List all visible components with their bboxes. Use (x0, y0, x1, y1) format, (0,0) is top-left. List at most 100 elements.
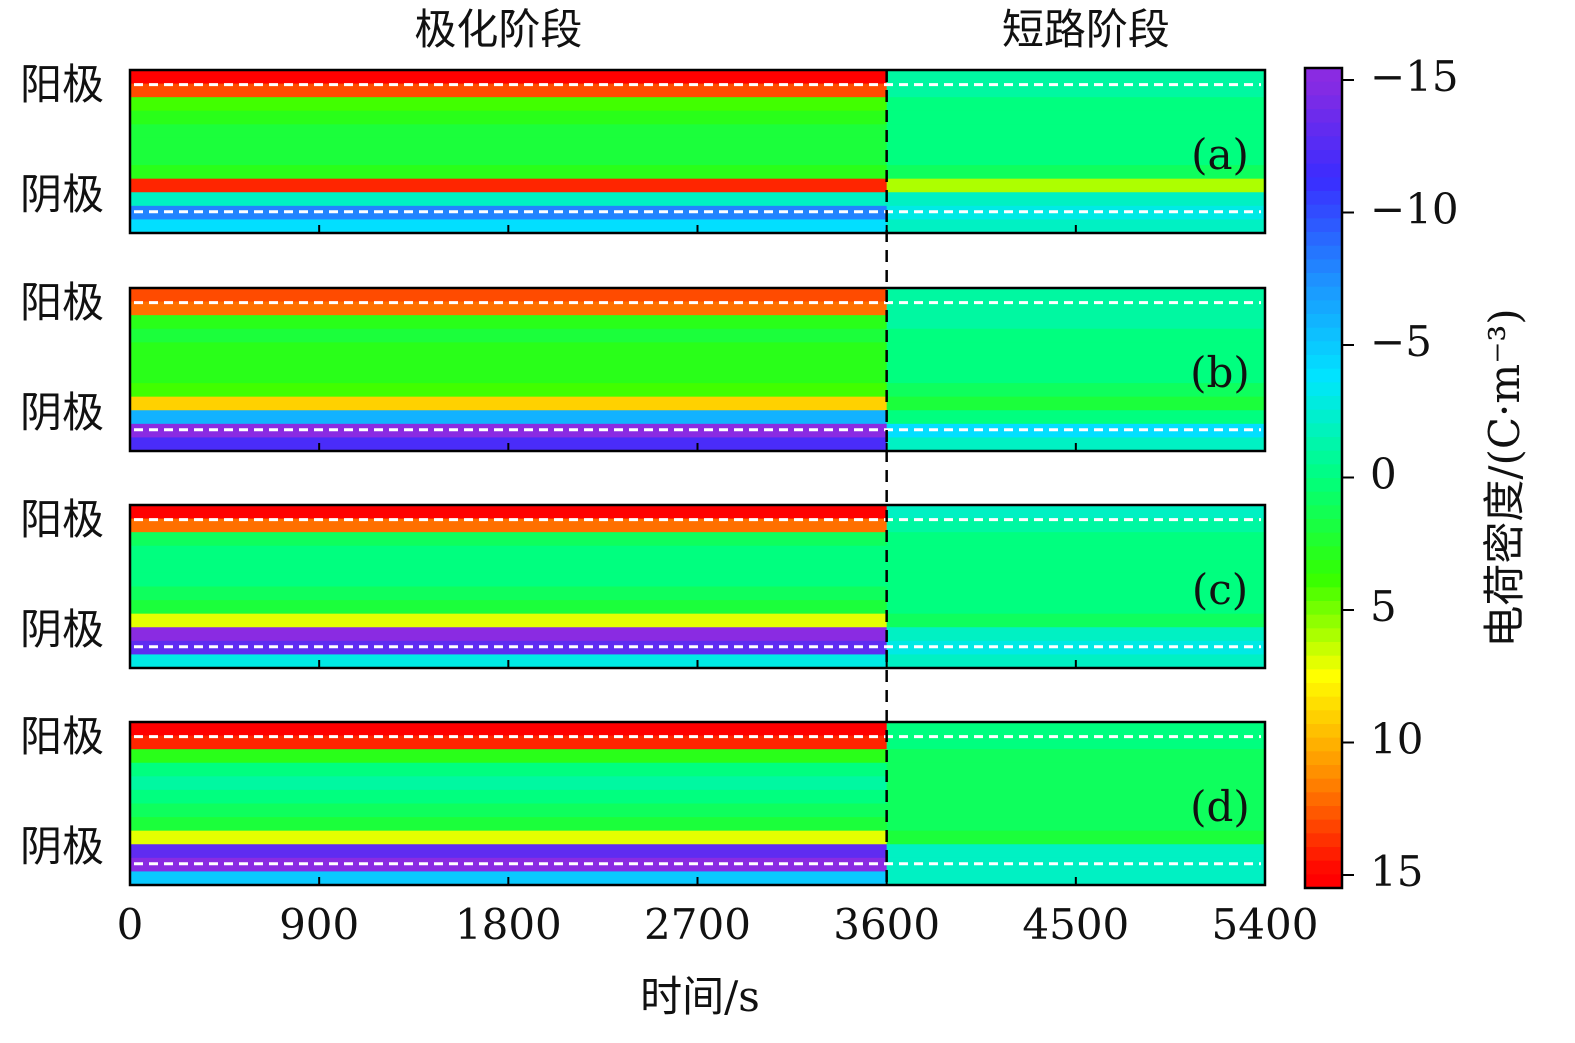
heatmap-cell (130, 627, 888, 642)
heatmap-cell (886, 110, 1266, 125)
heatmap-cell (130, 423, 888, 438)
colorbar-swatch (1305, 765, 1342, 780)
y-label: 阴极 (20, 605, 104, 654)
colorbar-swatch (1305, 300, 1342, 315)
colorbar-swatch (1305, 464, 1342, 479)
heatmap-cell (886, 600, 1266, 615)
heatmap-cell (886, 383, 1266, 398)
heatmap-cell (886, 165, 1266, 180)
x-tick-label: 4500 (1022, 900, 1129, 949)
colorbar-tick-label: 15 (1370, 847, 1423, 896)
heatmap-cell (886, 722, 1266, 737)
colorbar-swatch (1305, 683, 1342, 698)
colorbar-swatch (1305, 232, 1342, 247)
colorbar-swatch (1305, 450, 1342, 465)
heatmap-cell (130, 165, 888, 180)
heatmap-cell (130, 410, 888, 425)
panel-label: (c) (1192, 565, 1248, 614)
colorbar-swatch (1305, 136, 1342, 151)
heatmap-cell (130, 70, 888, 85)
heatmap-cell (130, 803, 888, 818)
heatmap-cell (130, 722, 888, 737)
heatmap-cell (886, 328, 1266, 343)
colorbar-swatch (1305, 368, 1342, 383)
heatmap-cell (886, 369, 1266, 384)
phase-label: 短路阶段 (1002, 5, 1170, 54)
colorbar-swatch (1305, 273, 1342, 288)
colorbar-swatch (1305, 491, 1342, 506)
heatmap-cell (886, 97, 1266, 112)
y-label: 阳极 (20, 278, 104, 327)
colorbar-swatch (1305, 819, 1342, 834)
heatmap-cell (130, 124, 888, 139)
heatmap-cell (130, 505, 888, 520)
heatmap-cell (130, 355, 888, 370)
colorbar-swatch (1305, 109, 1342, 124)
y-label: 阳极 (20, 712, 104, 761)
colorbar-swatch (1305, 177, 1342, 192)
colorbar-swatch (1305, 806, 1342, 821)
heatmap-cell (130, 545, 888, 560)
x-axis-label: 时间/s (640, 972, 760, 1021)
y-label: 阴极 (20, 822, 104, 871)
heatmap-cell (886, 586, 1266, 601)
heatmap-cell (130, 789, 888, 804)
heatmap-cell (130, 137, 888, 152)
heatmap-cell (886, 505, 1266, 520)
colorbar-swatch (1305, 833, 1342, 848)
heatmap-cell (886, 817, 1266, 832)
colorbar-swatch (1305, 204, 1342, 219)
colorbar-swatch (1305, 874, 1342, 889)
y-label: 阴极 (20, 388, 104, 437)
heatmap-cell (886, 640, 1266, 655)
colorbar-swatch (1305, 122, 1342, 137)
colorbar-swatch (1305, 546, 1342, 561)
heatmap-cell (130, 192, 888, 207)
colorbar-swatch (1305, 218, 1342, 233)
heatmap-cell (886, 301, 1266, 316)
colorbar-swatch (1305, 150, 1342, 165)
heatmap-cell (130, 396, 888, 411)
colorbar-swatch (1305, 560, 1342, 575)
colorbar-swatch (1305, 778, 1342, 793)
heatmap-cell (130, 205, 888, 220)
colorbar-swatch (1305, 437, 1342, 452)
heatmap-cell (886, 518, 1266, 533)
panel-label: (a) (1191, 130, 1249, 179)
heatmap-cell (886, 423, 1266, 438)
heatmap-cell (886, 410, 1266, 425)
heatmap-cell (130, 315, 888, 330)
heatmap-cell (130, 817, 888, 832)
heatmap-cell (886, 205, 1266, 220)
x-tick-label: 5400 (1212, 900, 1319, 949)
colorbar-tick-label: 5 (1370, 582, 1397, 631)
heatmap-cell (130, 518, 888, 533)
y-label: 阳极 (20, 495, 104, 544)
colorbar-swatch (1305, 601, 1342, 616)
heatmap-cell (886, 396, 1266, 411)
heatmap-cell (886, 572, 1266, 587)
colorbar-swatch (1305, 341, 1342, 356)
y-label: 阳极 (20, 60, 104, 109)
heatmap-cell (886, 803, 1266, 818)
heatmap-cell (886, 789, 1266, 804)
heatmap-cell (130, 600, 888, 615)
colorbar-swatch (1305, 382, 1342, 397)
heatmap-cell (886, 749, 1266, 764)
heatmap-cell (886, 288, 1266, 303)
colorbar-swatch (1305, 68, 1342, 83)
heatmap-cell (130, 83, 888, 98)
colorbar-swatch (1305, 696, 1342, 711)
heatmap-cell (886, 830, 1266, 845)
phase-label: 极化阶段 (414, 5, 582, 54)
heatmap-cell (130, 559, 888, 574)
heatmap-cell (130, 97, 888, 112)
colorbar-swatch (1305, 710, 1342, 725)
heatmap-cell (130, 830, 888, 845)
colorbar-swatch (1305, 724, 1342, 739)
heatmap-cell (886, 70, 1266, 85)
colorbar-swatch (1305, 587, 1342, 602)
colorbar-tick-label: −15 (1370, 52, 1459, 101)
x-tick-label: 900 (279, 900, 359, 949)
colorbar-swatch (1305, 259, 1342, 274)
